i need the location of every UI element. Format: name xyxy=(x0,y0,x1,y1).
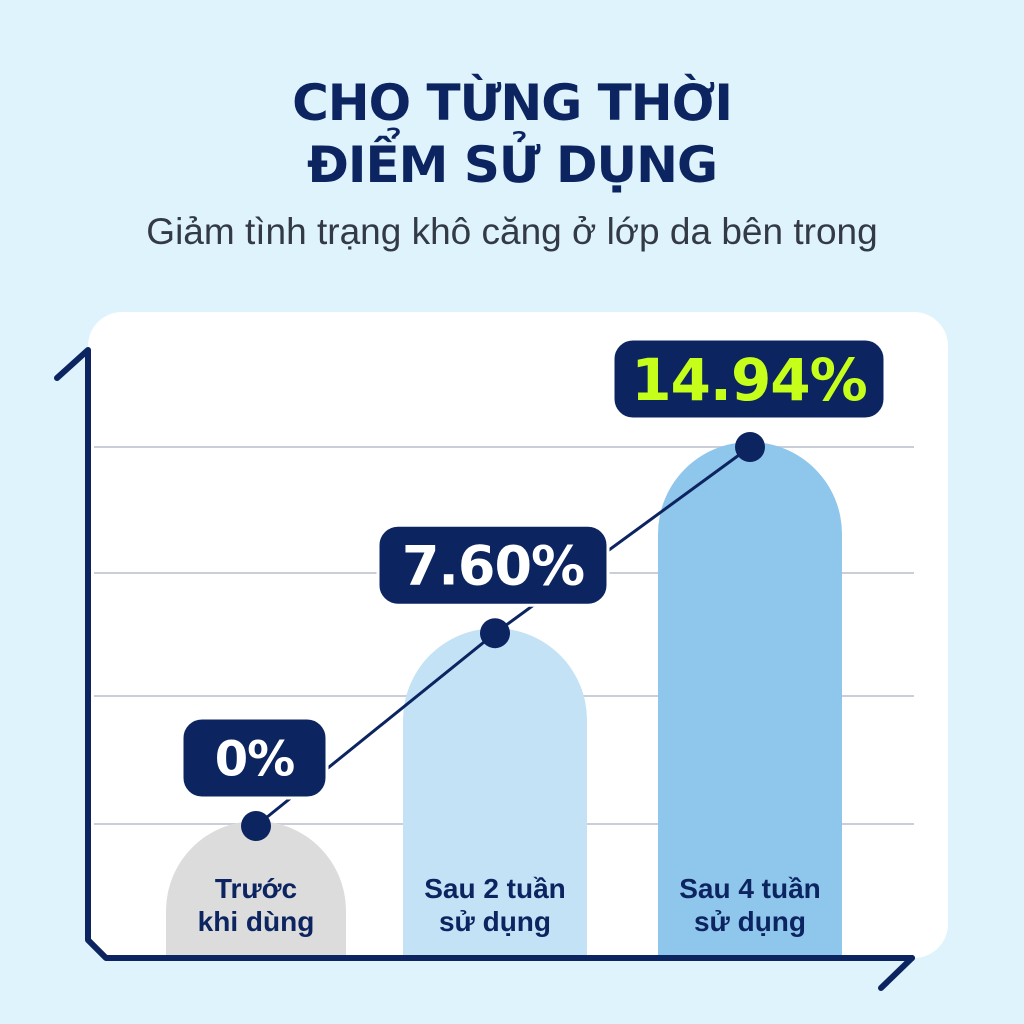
bars xyxy=(166,442,842,958)
value-label: 7.60% xyxy=(402,535,584,598)
value-label-bg xyxy=(376,523,610,607)
page-title: CHO TỪNG THỜI ĐIỂM SỬ DỤNG xyxy=(0,72,1024,196)
category-label: Trước xyxy=(215,873,297,904)
data-point xyxy=(241,811,271,841)
value-label-bg xyxy=(611,337,887,421)
bar xyxy=(658,442,842,958)
value-label-bg xyxy=(180,716,329,800)
data-point xyxy=(735,432,765,462)
category-label: Sau 2 tuần xyxy=(424,873,566,904)
category-label: khi dùng xyxy=(198,906,315,937)
trend-line-group xyxy=(241,432,765,841)
title-line-1: CHO TỪNG THỜI xyxy=(292,74,733,132)
value-label: 0% xyxy=(215,731,295,787)
axis-line xyxy=(54,347,899,961)
title-line-2: ĐIỂM SỬ DỤNG xyxy=(307,136,718,194)
value-label: 14.94% xyxy=(631,346,867,414)
page-subtitle: Giảm tình trạng khô căng ở lớp da bên tr… xyxy=(146,211,878,252)
data-point xyxy=(480,618,510,649)
axes xyxy=(54,347,915,991)
bar xyxy=(166,821,346,958)
category-label: sử dụng xyxy=(439,906,551,937)
value-labels: 0% 7.60% 14.94% xyxy=(180,337,887,800)
bar xyxy=(403,628,587,958)
x-axis-arrow xyxy=(878,955,915,991)
category-label: sử dụng xyxy=(694,906,806,937)
category-label: Sau 4 tuần xyxy=(679,873,821,904)
